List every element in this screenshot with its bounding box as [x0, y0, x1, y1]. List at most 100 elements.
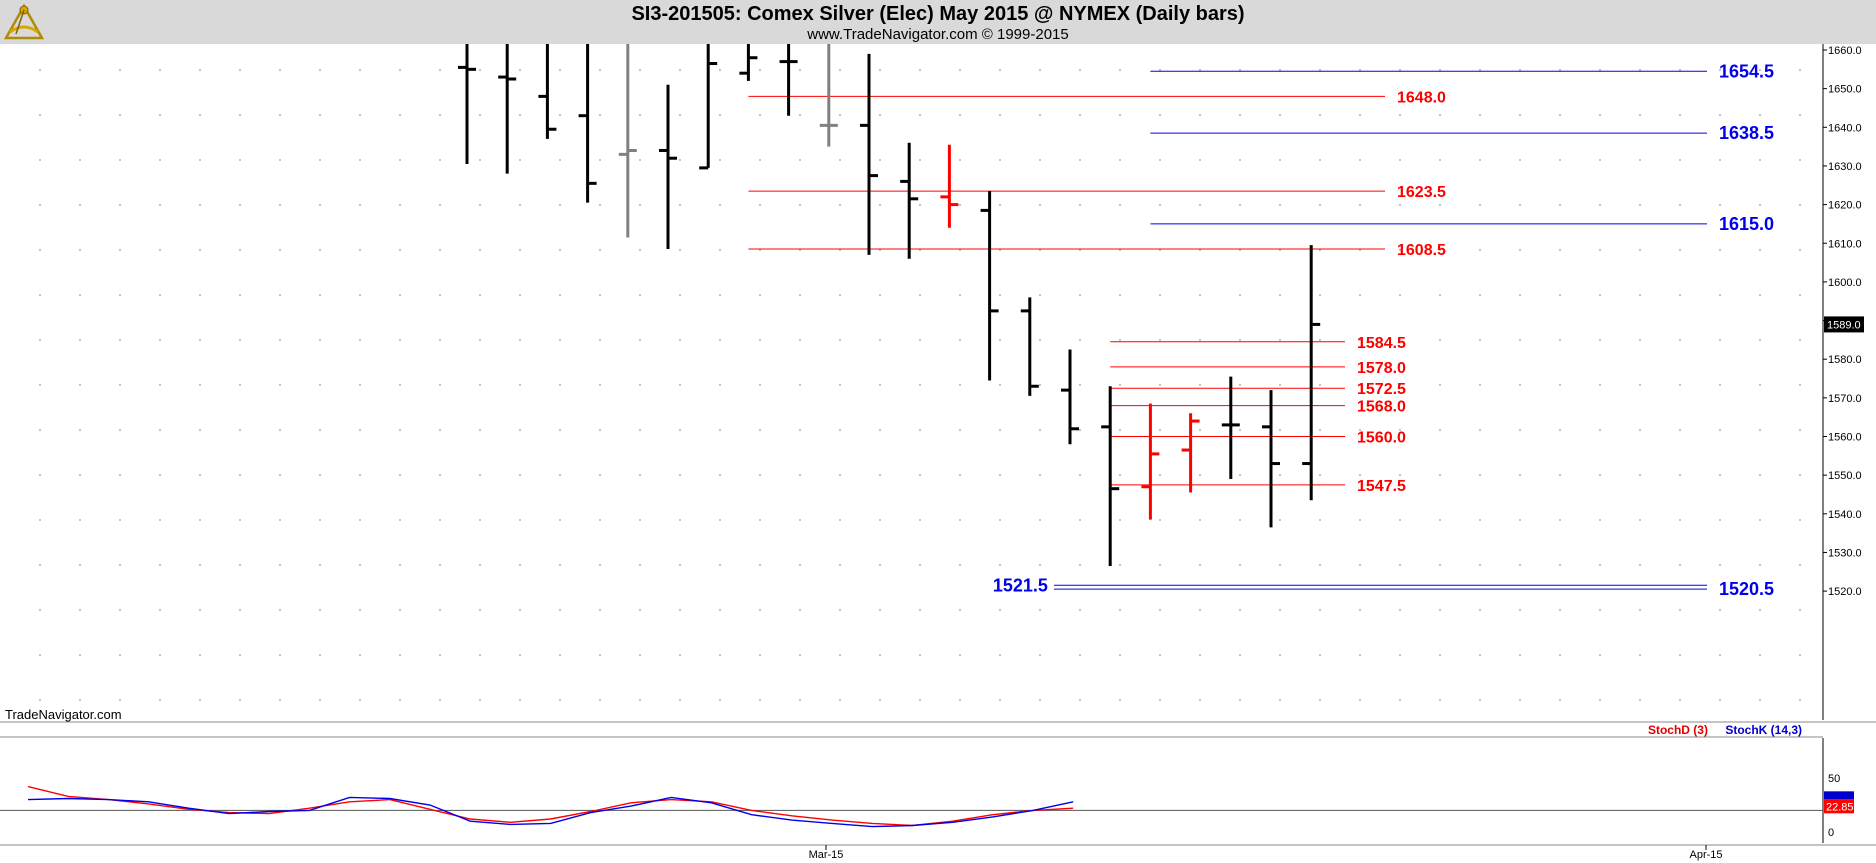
grid-dot — [839, 69, 841, 71]
grid-dot — [999, 339, 1001, 341]
time-axis-label: Apr-15 — [1689, 849, 1722, 861]
grid-dot — [679, 654, 681, 656]
price-axis-label: 1640.0 — [1828, 122, 1862, 134]
grid-dot — [999, 249, 1001, 251]
grid-dot — [759, 609, 761, 611]
grid-dot — [159, 114, 161, 116]
grid-dot — [1239, 249, 1241, 251]
grid-dot — [1799, 114, 1801, 116]
grid-dot — [399, 564, 401, 566]
grid-dot — [959, 519, 961, 521]
grid-dot — [559, 384, 561, 386]
grid-dot — [1199, 654, 1201, 656]
grid-dot — [679, 204, 681, 206]
grid-dot — [679, 609, 681, 611]
grid-dot — [519, 564, 521, 566]
grid-dot — [319, 699, 321, 701]
grid-dot — [679, 429, 681, 431]
grid-dot — [1119, 159, 1121, 161]
grid-dot — [1159, 429, 1161, 431]
grid-dot — [839, 249, 841, 251]
grid-dot — [1039, 294, 1041, 296]
grid-dot — [759, 204, 761, 206]
ohlc-bar — [1181, 413, 1200, 493]
price-axis-label: 1580.0 — [1828, 354, 1862, 366]
grid-dot — [1559, 339, 1561, 341]
grid-dot — [1759, 204, 1761, 206]
grid-dot — [1719, 654, 1721, 656]
grid-dot — [39, 204, 41, 206]
grid-dot — [879, 384, 881, 386]
grid-dot — [1599, 609, 1601, 611]
grid-dot — [79, 654, 81, 656]
grid-dot — [519, 654, 521, 656]
grid-dot — [1719, 159, 1721, 161]
ohlc-bar — [498, 44, 517, 174]
grid-dot — [1279, 474, 1281, 476]
grid-dot — [1639, 204, 1641, 206]
level-label: 1615.0 — [1719, 214, 1774, 234]
ohlc-bar — [980, 191, 999, 381]
grid-dot — [679, 339, 681, 341]
grid-dot — [359, 339, 361, 341]
level-label: 1521.5 — [993, 575, 1048, 595]
level-label: 1648.0 — [1397, 89, 1446, 106]
grid-dot — [1479, 609, 1481, 611]
grid-dot — [1399, 564, 1401, 566]
price-axis-label: 1660.0 — [1828, 45, 1862, 57]
grid-dot — [119, 249, 121, 251]
stoch-k-tag — [1824, 791, 1854, 800]
grid-dot — [239, 519, 241, 521]
grid-dot — [1359, 294, 1361, 296]
grid-dot — [999, 204, 1001, 206]
grid-dot — [599, 159, 601, 161]
grid-dot — [639, 114, 641, 116]
level-label: 1572.5 — [1357, 381, 1406, 398]
grid-dot — [1279, 564, 1281, 566]
grid-dot — [439, 339, 441, 341]
grid-dot — [959, 69, 961, 71]
grid-dot — [319, 69, 321, 71]
grid-dot — [1119, 699, 1121, 701]
grid-dot — [919, 474, 921, 476]
grid-dot — [199, 474, 201, 476]
grid-dot — [1239, 429, 1241, 431]
grid-dot — [319, 294, 321, 296]
grid-dot — [1759, 159, 1761, 161]
grid-dot — [1079, 294, 1081, 296]
grid-dot — [1479, 654, 1481, 656]
grid-dot — [919, 429, 921, 431]
grid-dot — [439, 654, 441, 656]
grid-dot — [79, 204, 81, 206]
grid-dot — [1679, 159, 1681, 161]
grid-dot — [119, 564, 121, 566]
grid-dot — [159, 339, 161, 341]
grid-dot — [79, 69, 81, 71]
ohlc-bar — [739, 44, 758, 81]
grid-dot — [1119, 564, 1121, 566]
grid-dot — [799, 204, 801, 206]
grid-dot — [439, 204, 441, 206]
grid-dot — [1199, 564, 1201, 566]
grid-dot — [119, 114, 121, 116]
grid-dot — [1079, 384, 1081, 386]
grid-dot — [159, 69, 161, 71]
grid-dot — [359, 474, 361, 476]
grid-dot — [1599, 159, 1601, 161]
grid-dot — [1639, 429, 1641, 431]
grid-dot — [119, 384, 121, 386]
grid-dot — [919, 294, 921, 296]
grid-dot — [839, 564, 841, 566]
grid-dot — [1439, 294, 1441, 296]
grid-dot — [1599, 384, 1601, 386]
grid-dot — [279, 474, 281, 476]
grid-dot — [479, 654, 481, 656]
grid-dot — [279, 519, 281, 521]
grid-dot — [959, 114, 961, 116]
grid-dot — [1079, 474, 1081, 476]
grid-dot — [559, 519, 561, 521]
grid-dot — [799, 159, 801, 161]
grid-dot — [1399, 609, 1401, 611]
grid-dot — [319, 609, 321, 611]
grid-dot — [879, 654, 881, 656]
